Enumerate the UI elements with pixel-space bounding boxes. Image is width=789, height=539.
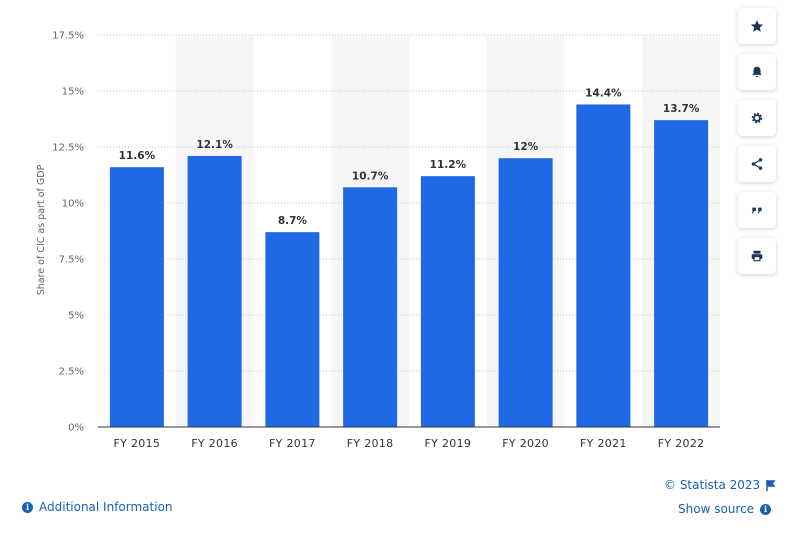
y-tick-label: 17.5% (52, 31, 84, 42)
y-tick-label: 2.5% (59, 367, 84, 378)
copyright-link[interactable]: © Statista 2023 (664, 478, 776, 492)
additional-information-label: Additional Information (39, 500, 173, 514)
y-tick-label: 10% (62, 199, 84, 210)
bar (265, 232, 320, 427)
additional-information-link[interactable]: i Additional Information (22, 500, 173, 514)
star-icon (750, 20, 764, 32)
bar (576, 104, 631, 427)
copyright-text: © Statista 2023 (664, 478, 761, 492)
bar (109, 167, 164, 427)
cite-button[interactable] (738, 192, 776, 228)
y-axis-ticks: 0% 2.5% 5% 7.5% 10% 12.5% 15% 17.5% (52, 31, 84, 434)
data-labels: 11.6% 12.1% 8.7% 10.7% 11.2% 12% 14.4% 13.7% (119, 87, 700, 227)
x-tick-label: FY 2022 (658, 437, 705, 450)
bell-icon (752, 66, 762, 78)
bar (654, 120, 709, 428)
bars (109, 104, 709, 428)
notification-button[interactable] (738, 54, 776, 90)
data-label: 11.6% (119, 150, 156, 162)
share-button[interactable] (738, 146, 776, 182)
x-tick-label: FY 2018 (347, 437, 394, 450)
x-tick-label: FY 2017 (269, 437, 316, 450)
bar (343, 187, 398, 427)
x-tick-label: FY 2015 (114, 437, 161, 450)
y-tick-label: 15% (62, 87, 84, 98)
x-tick-label: FY 2021 (580, 437, 627, 450)
x-axis-ticks: FY 2015 FY 2016 FY 2017 FY 2018 FY 2019 FY 20… (114, 437, 705, 450)
bar (498, 158, 553, 427)
settings-button[interactable] (738, 100, 776, 136)
gear-icon (751, 112, 763, 124)
x-tick-label: FY 2020 (502, 437, 549, 450)
x-tick-label: FY 2016 (191, 437, 238, 450)
flag-icon (766, 479, 776, 491)
info-icon: i (760, 503, 772, 515)
y-axis-title: Share of CIC as part of GDP (36, 164, 47, 295)
info-icon: i (22, 501, 33, 513)
data-label: 12.1% (196, 139, 233, 151)
favorite-button[interactable] (738, 8, 776, 44)
data-label: 12% (513, 141, 539, 153)
print-button[interactable] (738, 238, 776, 274)
print-icon (751, 250, 763, 262)
data-label: 13.7% (663, 103, 700, 115)
share-icon (751, 158, 763, 170)
show-source-label: Show source (678, 502, 755, 516)
y-tick-label: 0% (68, 423, 84, 434)
y-tick-label: 5% (68, 311, 84, 322)
data-label: 8.7% (278, 215, 308, 227)
bar (420, 176, 475, 427)
data-label: 14.4% (585, 87, 622, 99)
y-tick-label: 7.5% (59, 255, 84, 266)
quote-icon (751, 207, 762, 214)
data-label: 10.7% (352, 170, 389, 182)
data-label: 11.2% (430, 159, 467, 171)
show-source-link[interactable]: Show source i (678, 502, 772, 516)
y-tick-label: 12.5% (52, 143, 84, 154)
bar (187, 155, 242, 427)
x-tick-label: FY 2019 (425, 437, 472, 450)
